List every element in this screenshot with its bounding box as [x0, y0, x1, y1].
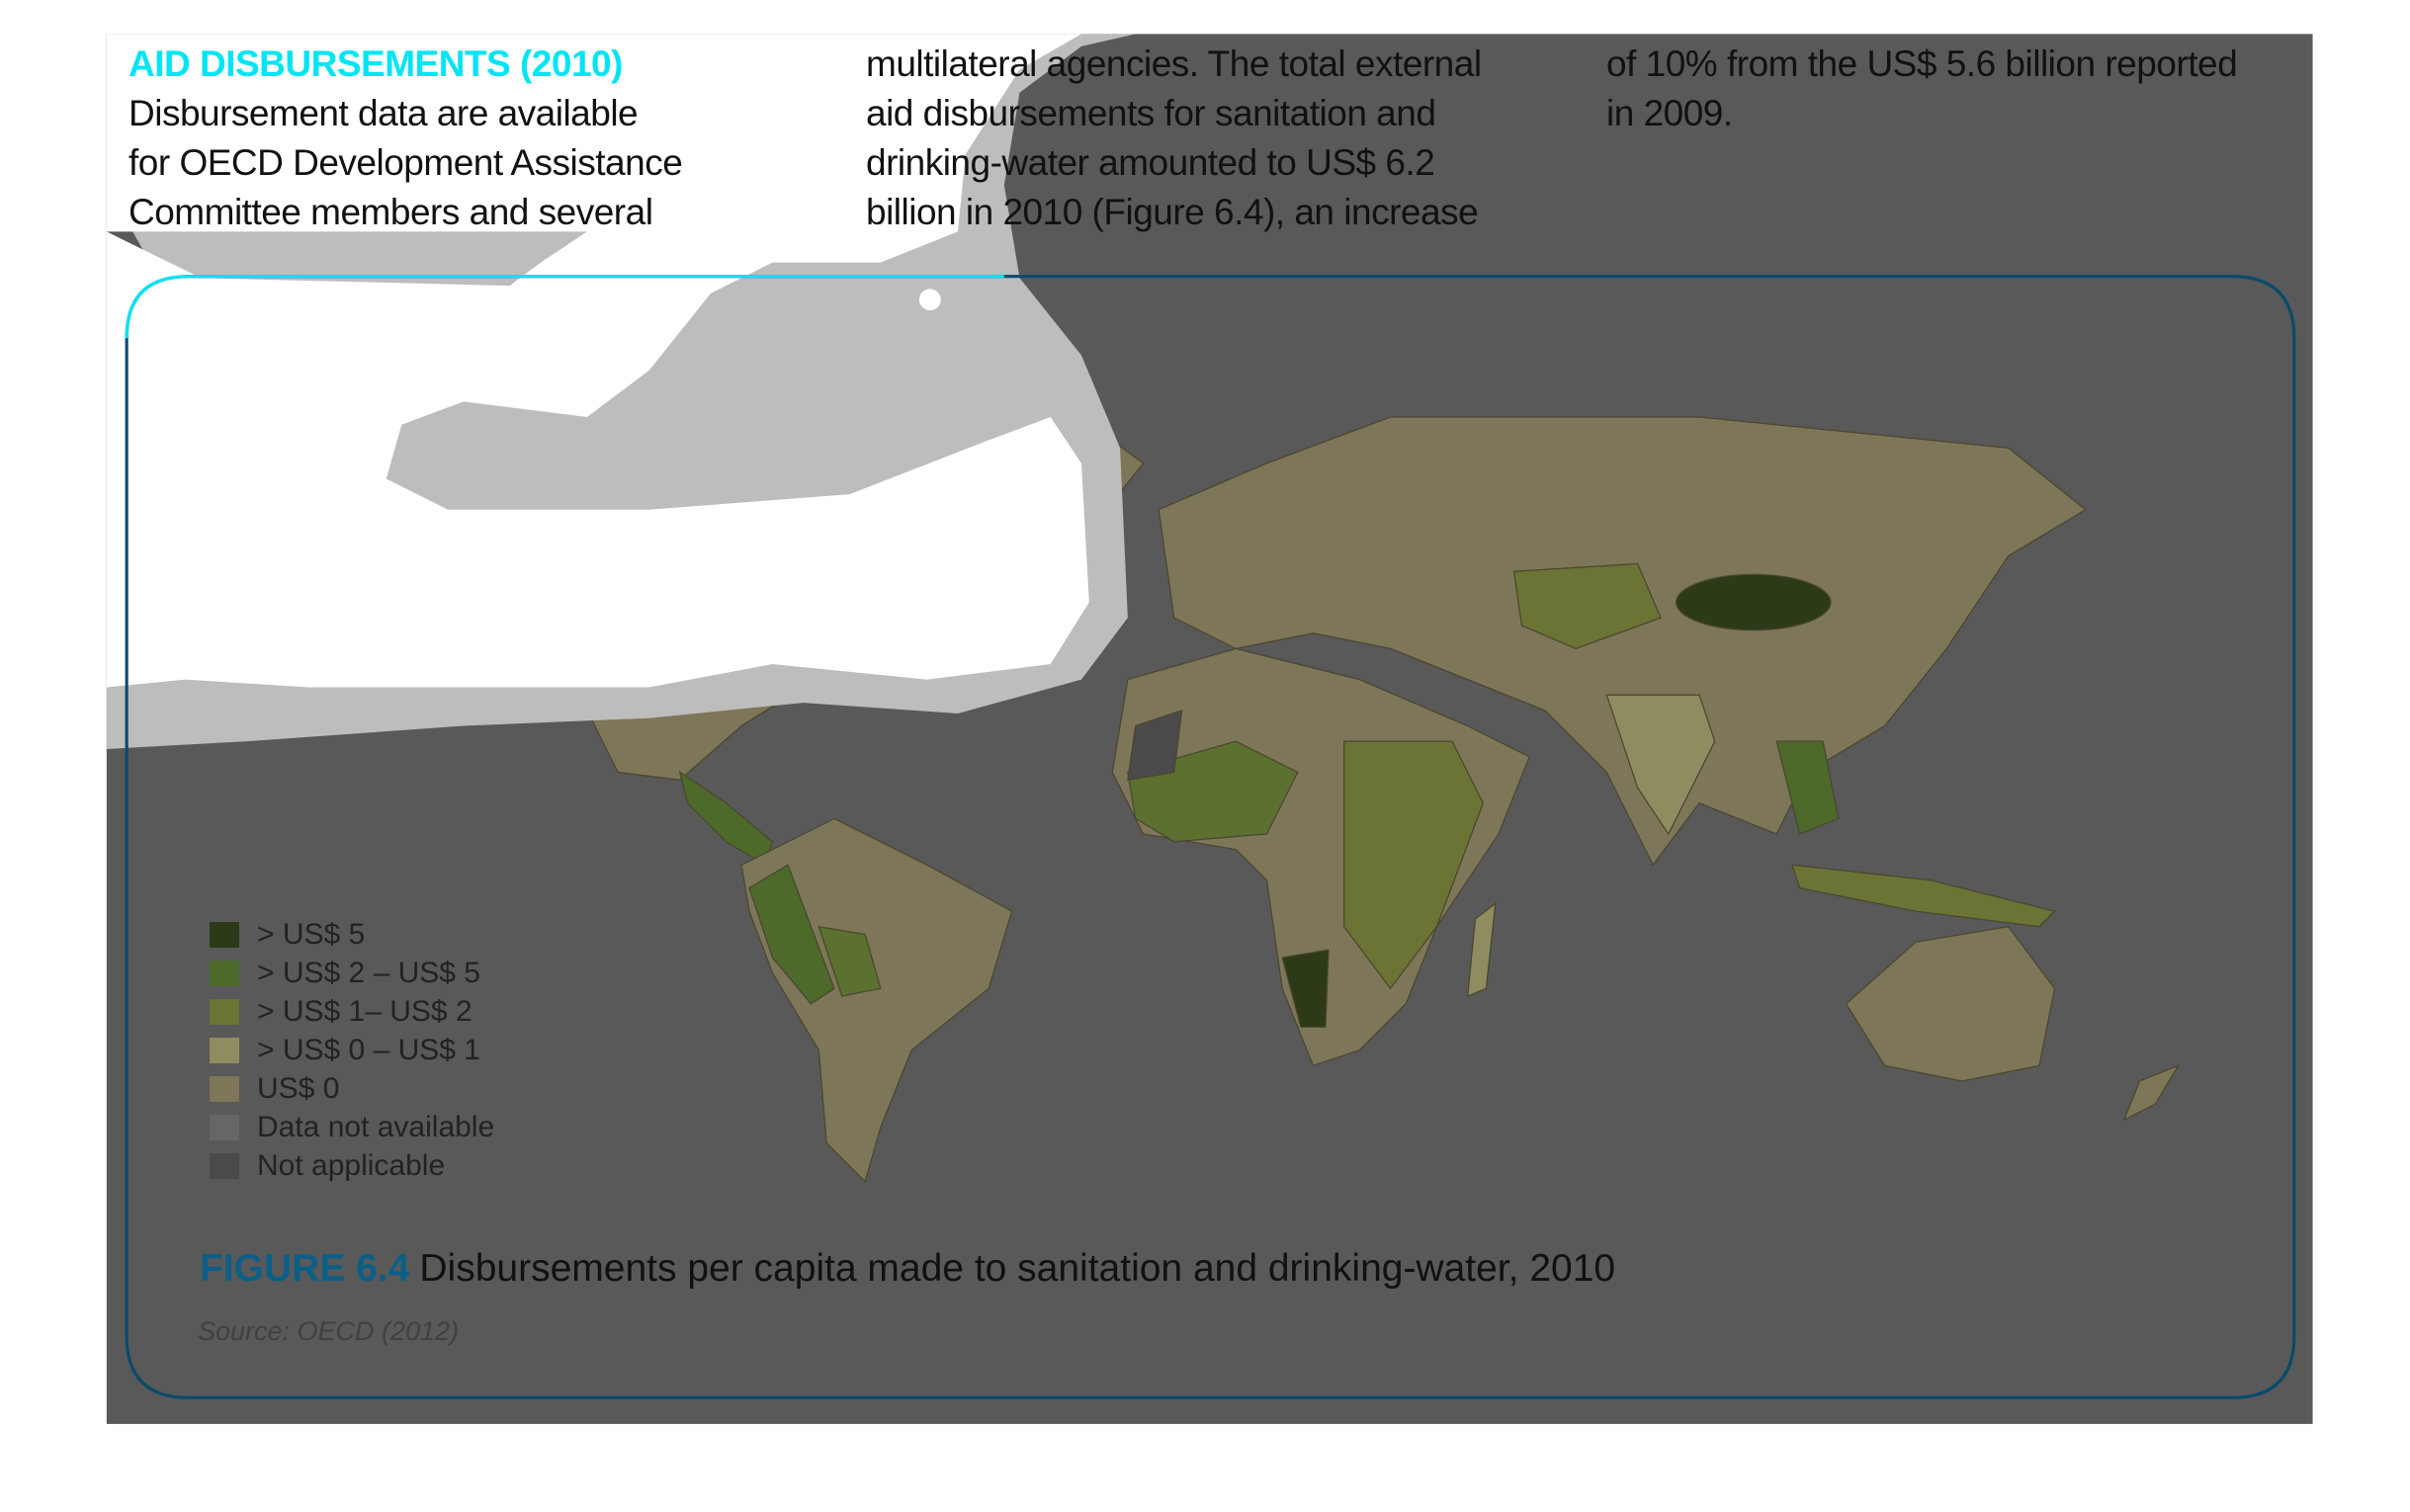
legend-swatch [210, 1075, 239, 1102]
text-column-2: multilateral agencies. The total externa… [866, 40, 1482, 237]
body-line: in 2009. [1606, 93, 1733, 133]
map-india [1605, 694, 1716, 836]
body-line: Disbursement data are available [129, 93, 639, 133]
legend-label: US$ 0 [257, 1071, 340, 1105]
legend-swatch [210, 1152, 239, 1179]
map-namibia [1281, 949, 1330, 1028]
legend-label: > US$ 2 – US$ 5 [257, 956, 480, 989]
legend-swatch [210, 998, 239, 1025]
body-line: aid disbursements for sanitation and [866, 93, 1436, 133]
map-bolivia [818, 925, 882, 997]
legend-swatch [210, 1037, 239, 1063]
map-madagascar [1466, 901, 1497, 997]
map-central-asia [1512, 562, 1662, 650]
legend-label: > US$ 5 [257, 917, 366, 951]
map-australia [1845, 926, 2056, 1082]
legend-item: > US$ 5 [210, 915, 494, 954]
map-sahara [1127, 709, 1183, 781]
legend-item: > US$ 1– US$ 2 [210, 992, 494, 1031]
body-line: for OECD Development Assistance [129, 142, 683, 183]
map-peru [748, 864, 835, 1005]
map-legend: > US$ 5 > US$ 2 – US$ 5 > US$ 1– US$ 2 >… [210, 915, 494, 1185]
figure-number: FIGURE 6.4 [200, 1247, 410, 1290]
legend-swatch [210, 1114, 239, 1140]
map-new-zealand [2122, 1064, 2181, 1122]
legend-label: Data not available [257, 1110, 495, 1143]
map-south-america [740, 817, 1013, 1183]
legend-item: Not applicable [210, 1146, 494, 1185]
legend-swatch [210, 921, 239, 948]
legend-label: Not applicable [257, 1148, 446, 1182]
legend-item: Data not available [210, 1108, 494, 1146]
body-line: multilateral agencies. The total externa… [866, 43, 1482, 84]
legend-label: > US$ 1– US$ 2 [257, 994, 473, 1028]
body-line: of 10% from the US$ 5.6 billion reported [1606, 43, 2238, 84]
figure-frame-highlight [125, 275, 1004, 339]
map-eurasia [1158, 416, 2087, 867]
figure-caption: FIGURE 6.4 Disbursements per capita made … [200, 1247, 1615, 1291]
legend-label: > US$ 0 – US$ 1 [257, 1033, 480, 1066]
map-east-africa [1343, 740, 1484, 990]
body-line: drinking-water amounted to US$ 6.2 [866, 142, 1435, 183]
legend-item: US$ 0 [210, 1069, 494, 1108]
legend-swatch [210, 960, 239, 986]
text-column-3: of 10% from the US$ 5.6 billion reported… [1606, 40, 2238, 138]
highlight-blob [106, 34, 1136, 749]
text-column-1: AID DISBURSEMENTS (2010) Disbursement da… [129, 40, 683, 237]
figure-caption-text: Disbursements per capita made to sanitat… [419, 1247, 1616, 1290]
map-indonesia [1790, 864, 2056, 928]
section-heading: AID DISBURSEMENTS (2010) [129, 43, 623, 84]
legend-item: > US$ 0 – US$ 1 [210, 1031, 494, 1069]
body-line: Committee members and several [129, 192, 653, 232]
figure-source: Source: OECD (2012) [198, 1316, 460, 1346]
map-mongolia [1676, 573, 1832, 631]
legend-item: > US$ 2 – US$ 5 [210, 954, 494, 992]
map-southeast-asia [1775, 740, 1840, 835]
body-line: billion in 2010 (Figure 6.4), an increas… [866, 192, 1479, 232]
